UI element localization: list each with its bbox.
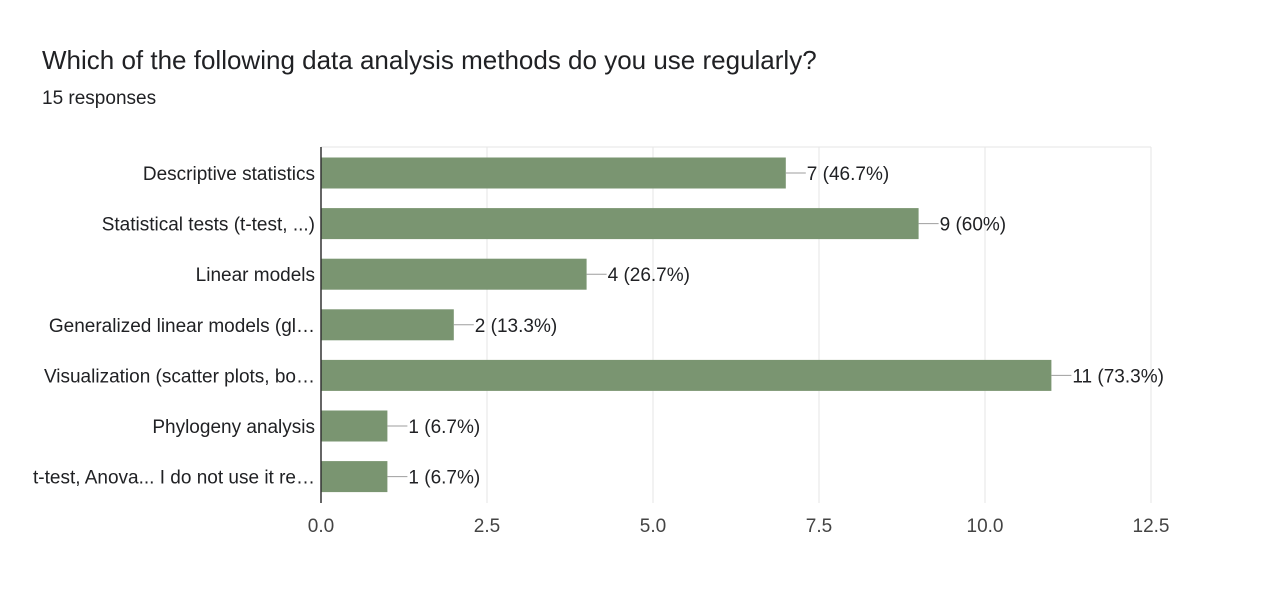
category-label: Visualization (scatter plots, bo… [44,366,315,387]
category-label: Linear models [196,265,315,286]
data-label: 1 (6.7%) [408,417,480,438]
data-label: 11 (73.3%) [1072,366,1164,387]
response-count: 15 responses [42,88,157,109]
bar [321,258,587,290]
data-label: 9 (60%) [940,215,1007,236]
question-title: Which of the following data analysis met… [42,45,817,75]
category-label: Descriptive statistics [143,164,315,185]
bar [321,461,388,493]
bar [321,359,1052,391]
x-tick-label: 2.5 [474,516,500,537]
data-label: 2 (13.3%) [475,316,557,337]
category-label: Phylogeny analysis [152,417,315,438]
labels: 0.0 2.5 5.0 7.5 10.0 12.5 7 (46.7%) Descriptive… [33,164,1169,537]
x-tick-label: 10.0 [967,516,1004,537]
category-label: Statistical tests (t-test, ...) [102,215,315,236]
chart-header: Which of the following data analysis met… [42,40,1242,112]
data-label: 1 (6.7%) [408,468,480,489]
x-tick-label: 7.5 [806,516,832,537]
data-label: 7 (46.7%) [807,164,889,185]
x-tick-label: 12.5 [1133,516,1170,537]
x-tick-label: 5.0 [640,516,666,537]
grid-lines [321,146,1152,503]
bar [321,208,919,240]
x-tick-label: 0.0 [308,516,334,537]
category-label: Generalized linear models (gl… [49,316,315,337]
bar [321,309,454,341]
data-label: 4 (26.7%) [608,265,690,286]
bars [321,157,1072,493]
bar [321,410,388,442]
bar [321,157,786,189]
category-label: t-test, Anova... I do not use it re… [33,468,315,489]
